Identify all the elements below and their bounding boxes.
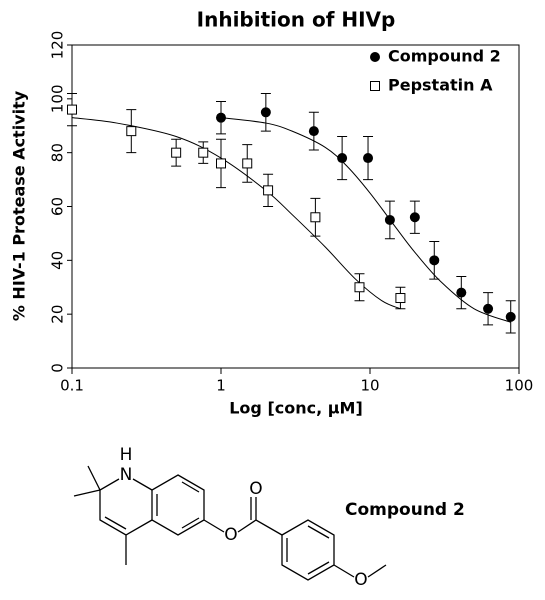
fit-curve bbox=[220, 117, 511, 323]
x-tick-label: 1 bbox=[216, 377, 226, 395]
y-tick-label: 100 bbox=[49, 85, 67, 114]
bond bbox=[281, 519, 387, 581]
point bbox=[363, 153, 374, 164]
point bbox=[483, 303, 494, 314]
bond bbox=[73, 465, 153, 565]
point bbox=[456, 287, 467, 298]
point bbox=[198, 147, 209, 158]
point bbox=[384, 214, 395, 225]
point bbox=[67, 104, 77, 115]
legend-label: Pepstatin A bbox=[388, 76, 493, 95]
chart-title: Inhibition of HIVp bbox=[197, 8, 396, 32]
bond bbox=[203, 497, 283, 536]
x-tick-label: 10 bbox=[360, 377, 379, 395]
y-tick-label: 20 bbox=[49, 305, 67, 324]
bond bbox=[151, 474, 205, 536]
point bbox=[263, 185, 274, 196]
x-tick-label: 100 bbox=[505, 377, 534, 395]
atom-label: H bbox=[120, 445, 133, 465]
y-axis-label: % HIV-1 Protease Activity bbox=[10, 90, 29, 321]
point bbox=[126, 126, 137, 137]
legend-label: Compound 2 bbox=[388, 47, 501, 66]
point bbox=[260, 107, 271, 118]
atom-label: O bbox=[224, 525, 237, 545]
point bbox=[409, 212, 420, 223]
y-tick-label: 60 bbox=[49, 197, 67, 216]
x-tick-label: 0.1 bbox=[60, 377, 84, 395]
y-tick-label: 80 bbox=[49, 143, 67, 162]
legend-marker bbox=[370, 52, 380, 62]
x-axis-label: Log [conc, μM] bbox=[229, 399, 363, 418]
structure: N H O O O Compound 2 bbox=[73, 445, 465, 590]
point bbox=[395, 293, 406, 304]
atom-label: O bbox=[249, 479, 262, 499]
point bbox=[310, 212, 321, 223]
y-tick-label: 40 bbox=[49, 251, 67, 270]
structure-label: Compound 2 bbox=[345, 500, 465, 520]
y-tick-label: 0 bbox=[49, 363, 67, 373]
point bbox=[354, 282, 365, 293]
atom-label: O bbox=[354, 570, 367, 590]
point bbox=[216, 112, 226, 123]
point bbox=[171, 147, 182, 158]
legend-marker bbox=[370, 81, 380, 91]
y-tick-label: 120 bbox=[49, 31, 67, 60]
point bbox=[505, 311, 516, 322]
point bbox=[337, 153, 348, 164]
fit-curve bbox=[71, 117, 401, 310]
point bbox=[429, 255, 440, 266]
atom-label: N bbox=[120, 465, 133, 485]
point bbox=[216, 158, 226, 169]
point bbox=[242, 158, 253, 169]
point bbox=[308, 126, 319, 137]
